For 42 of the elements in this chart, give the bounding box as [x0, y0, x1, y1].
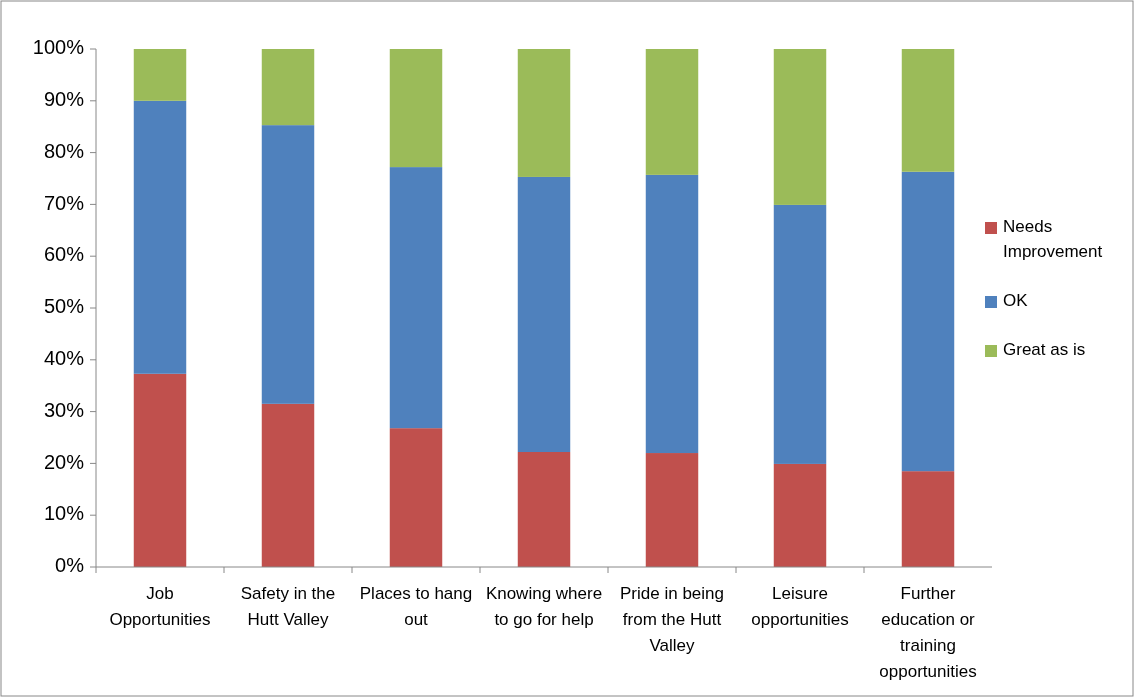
x-tick-label: Places to hang out [359, 584, 473, 629]
bar [773, 204, 827, 464]
bar [389, 167, 443, 429]
bar [901, 49, 955, 172]
y-tick-label: 30% [43, 398, 85, 421]
bar [901, 171, 955, 472]
bar [517, 49, 571, 177]
bar [389, 49, 443, 168]
y-tick-label: 80% [43, 139, 85, 162]
bar [773, 463, 827, 567]
bar [133, 49, 187, 101]
bar [517, 452, 571, 567]
x-tick-label: Further education or training opportunities [879, 584, 977, 681]
y-tick-label: 10% [43, 502, 85, 525]
y-tick-label: 90% [43, 88, 85, 111]
bar [261, 125, 315, 404]
x-tick-label: Job Opportunities [109, 584, 211, 629]
y-tick-label: 0% [55, 554, 85, 577]
bar [901, 471, 955, 567]
bar [517, 176, 571, 452]
y-tick-label: 100% [32, 36, 85, 59]
x-tick-label: Safety in the Hutt Valley [240, 584, 336, 629]
legend-label: OK [1003, 291, 1029, 311]
bar [773, 49, 827, 205]
bar [133, 100, 187, 374]
bar [261, 403, 315, 567]
bar [133, 373, 187, 567]
x-tick-label: Knowing where to go for help [485, 584, 603, 629]
bar [645, 453, 699, 567]
x-tick-label: Leisure opportunities [751, 584, 849, 629]
bar [389, 428, 443, 567]
y-tick-label: 20% [43, 450, 85, 473]
legend-label: Needs Improvement [1003, 217, 1103, 262]
y-tick-label: 50% [43, 295, 85, 318]
bar [261, 49, 315, 126]
legend-label: Great as is [1003, 340, 1086, 360]
y-tick-label: 40% [43, 347, 85, 370]
bar [645, 174, 699, 454]
x-tick-label: Pride in being from the Hutt Valley [620, 584, 724, 655]
bar [645, 49, 699, 175]
y-tick-label: 70% [43, 191, 85, 214]
y-tick-label: 60% [43, 243, 85, 266]
